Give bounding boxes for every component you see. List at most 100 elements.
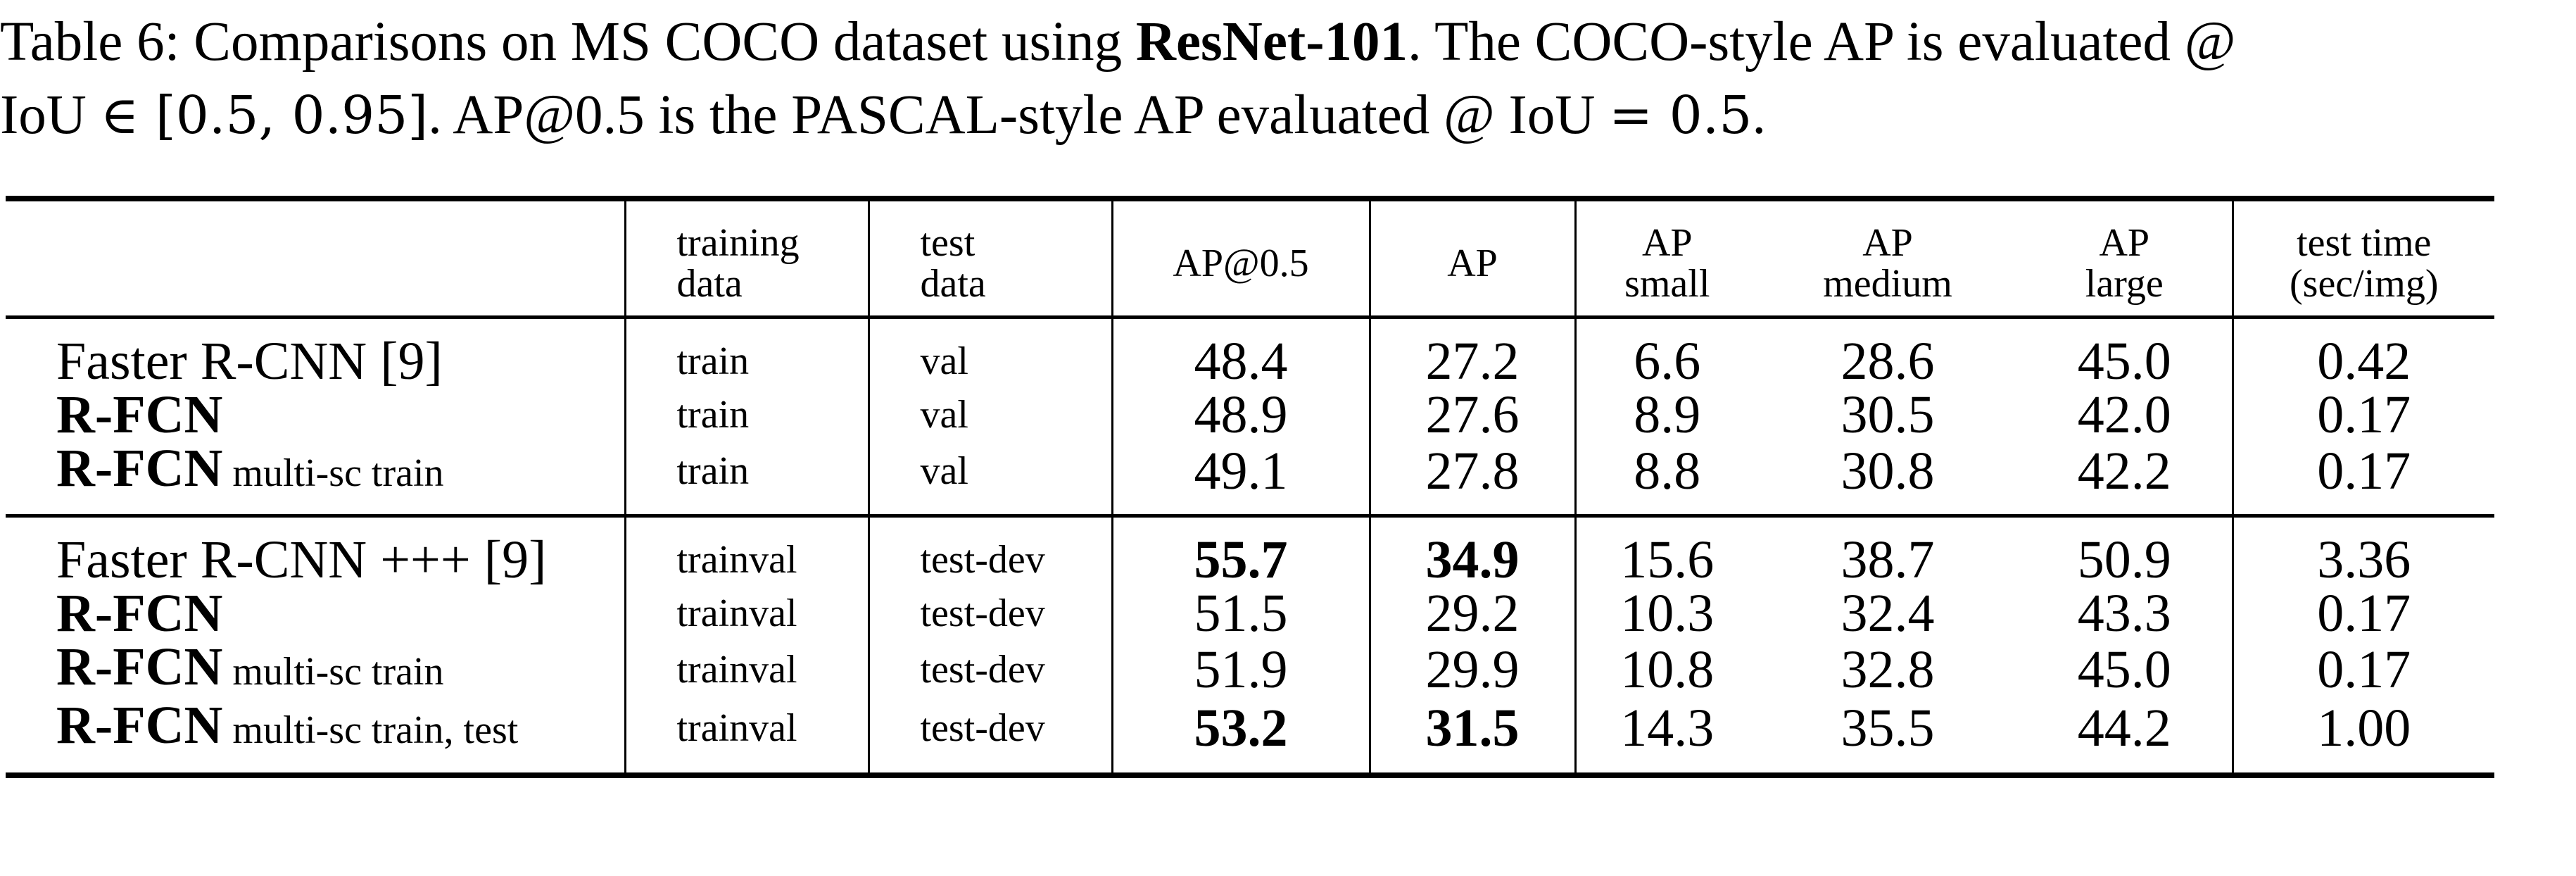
ap-cell: 27.6 <box>1368 388 1575 442</box>
method-variant: multi-sc train, test <box>232 708 519 752</box>
table-row: R-FCN multi-sc train trainval test-dev 51.9… <box>6 640 2494 699</box>
training-data-cell: trainval <box>624 587 869 640</box>
ap-medium-cell: 30.5 <box>1841 385 1935 444</box>
test-data-cell: test-dev <box>867 699 1112 775</box>
test-data-cell: test-dev <box>867 640 1112 699</box>
method-variant: multi-sc train <box>232 650 444 694</box>
ap50-cell: 51.9 <box>1111 640 1370 699</box>
test-data-cell: test-dev <box>867 587 1112 640</box>
header-ap-medium: AP medium <box>1823 221 1952 306</box>
header-test-data: test data <box>867 199 1112 318</box>
table-row: R-FCN train val 48.9 27.6 8.9 30.5 42.0 0.17 <box>6 388 2494 442</box>
test-time-cell: 0.17 <box>2231 388 2494 442</box>
ap-cell: 27.8 <box>1368 442 1575 516</box>
training-data-cell: trainval <box>624 640 869 699</box>
ap-large-cell: 45.0 <box>2077 332 2171 391</box>
test-data-cell: val <box>867 442 1112 516</box>
caption-prefix: Table 6: Comparisons on MS COCO dataset … <box>0 11 1136 73</box>
ap50-cell: 49.1 <box>1111 442 1370 516</box>
method-name: R-FCN multi-sc train <box>56 439 444 498</box>
ap50-cell: 53.2 <box>1111 699 1370 775</box>
ap-large-cell: 44.2 <box>2077 698 2171 758</box>
method-name: Faster R-CNN [9] <box>56 332 443 391</box>
header-ap-large: AP large <box>2085 221 2164 306</box>
table-row: Faster R-CNN [9] train val 48.4 27.2 6.6 28.6 4… <box>6 317 2494 391</box>
ap-small-cell: 8.8 <box>1574 442 1758 516</box>
ap50-cell: 55.7 <box>1111 515 1370 587</box>
test-data-cell: val <box>867 317 1112 388</box>
training-data-cell: trainval <box>624 699 869 775</box>
caption-rest: . The COCO-style AP is evaluated @ <box>1408 11 2236 73</box>
ap-cell: 29.9 <box>1368 640 1575 699</box>
ap-large-cell: 45.0 <box>2077 639 2171 699</box>
header-row: training data test data AP@0.5 AP AP small … <box>6 199 2494 318</box>
method-name: Faster R-CNN +++ [9] <box>56 530 547 589</box>
ap-large-cell: 43.3 <box>2077 584 2171 643</box>
test-time-cell: 0.17 <box>2231 442 2494 516</box>
method-name: R-FCN multi-sc train, test <box>56 696 519 755</box>
ap-small-cell: 8.9 <box>1574 388 1758 442</box>
ap50-cell: 48.9 <box>1111 388 1370 442</box>
training-data-cell: trainval <box>624 515 869 587</box>
test-data-cell: val <box>867 388 1112 442</box>
caption-pascal-text: . AP@0.5 is the PASCAL-style AP evaluate… <box>428 85 1610 146</box>
ap-large-cell: 42.2 <box>2077 441 2171 501</box>
test-time-cell: 3.36 <box>2231 515 2494 587</box>
caption-iou-interval: [0.5, 0.95] <box>139 85 429 146</box>
method-variant: multi-sc train <box>232 451 444 495</box>
test-data-cell: test-dev <box>867 515 1112 587</box>
training-data-cell: train <box>624 317 869 388</box>
caption-equals-symbol: = <box>1609 85 1653 146</box>
ap-small-cell: 10.8 <box>1574 640 1758 699</box>
test-time-cell: 0.17 <box>2231 640 2494 699</box>
ap-cell: 27.2 <box>1368 317 1575 388</box>
caption-period: . <box>1752 85 1767 146</box>
ap-large-cell: 42.0 <box>2077 385 2171 444</box>
ap-cell: 34.9 <box>1368 515 1575 587</box>
ap-small-cell: 10.3 <box>1574 587 1758 640</box>
table-row: Faster R-CNN +++ [9] trainval test-dev 55.7… <box>6 515 2494 589</box>
ap50-cell: 51.5 <box>1111 587 1370 640</box>
ap-medium-cell: 28.6 <box>1841 332 1935 391</box>
test-time-cell: 1.00 <box>2231 699 2494 775</box>
table-caption: Table 6: Comparisons on MS COCO dataset … <box>0 6 2506 152</box>
training-data-cell: train <box>624 442 869 516</box>
val-results-group: Faster R-CNN [9] train val 48.4 27.2 6.6 28.6 4… <box>6 317 2494 516</box>
ap-cell: 31.5 <box>1368 699 1575 775</box>
ap-small-cell: 6.6 <box>1574 317 1758 388</box>
test-time-cell: 0.17 <box>2231 587 2494 640</box>
ap-medium-cell: 35.5 <box>1841 698 1935 758</box>
ap-medium-cell: 32.8 <box>1841 639 1935 699</box>
header-ap50: AP@0.5 <box>1111 199 1370 318</box>
results-table-container: training data test data AP@0.5 AP AP small … <box>6 196 2494 778</box>
caption-iou-value: 0.5 <box>1653 85 1753 146</box>
method-name: R-FCN multi-sc train <box>56 637 444 696</box>
caption-iou: IoU <box>0 85 101 146</box>
header-training-data: training data <box>624 199 869 318</box>
caption-line-2: IoU ∈ [0.5, 0.95]. AP@0.5 is the PASCAL-… <box>0 79 2506 152</box>
header-ap-small: AP small <box>1574 199 1758 318</box>
ap-medium-cell: 30.8 <box>1841 441 1935 501</box>
ap-medium-cell: 38.7 <box>1841 530 1935 589</box>
ap-small-cell: 15.6 <box>1574 515 1758 587</box>
caption-bold-backbone: ResNet-101 <box>1135 11 1408 73</box>
header-method <box>6 199 625 318</box>
results-table: training data test data AP@0.5 AP AP small … <box>6 196 2494 778</box>
table-row: R-FCN multi-sc train, test trainval test-d… <box>6 699 2494 775</box>
ap-cell: 29.2 <box>1368 587 1575 640</box>
table-row: R-FCN trainval test-dev 51.5 29.2 10.3 32.4 43.… <box>6 587 2494 640</box>
method-name: R-FCN <box>56 385 223 444</box>
caption-line-1: Table 6: Comparisons on MS COCO dataset … <box>0 6 2506 79</box>
ap-large-cell: 50.9 <box>2077 530 2171 589</box>
ap-small-cell: 14.3 <box>1574 699 1758 775</box>
test-dev-results-group: Faster R-CNN +++ [9] trainval test-dev 55.7… <box>6 515 2494 775</box>
method-name: R-FCN <box>56 584 223 643</box>
training-data-cell: train <box>624 388 869 442</box>
ap-medium-cell: 32.4 <box>1841 584 1935 643</box>
test-time-cell: 0.42 <box>2231 317 2494 388</box>
table-row: R-FCN multi-sc train train val 49.1 27.8 8.8 3… <box>6 442 2494 516</box>
ap50-cell: 48.4 <box>1111 317 1370 388</box>
header-test-time: test time (sec/img) <box>2231 199 2494 318</box>
caption-element-of-symbol: ∈ <box>100 85 139 146</box>
header-ap: AP <box>1368 199 1575 318</box>
